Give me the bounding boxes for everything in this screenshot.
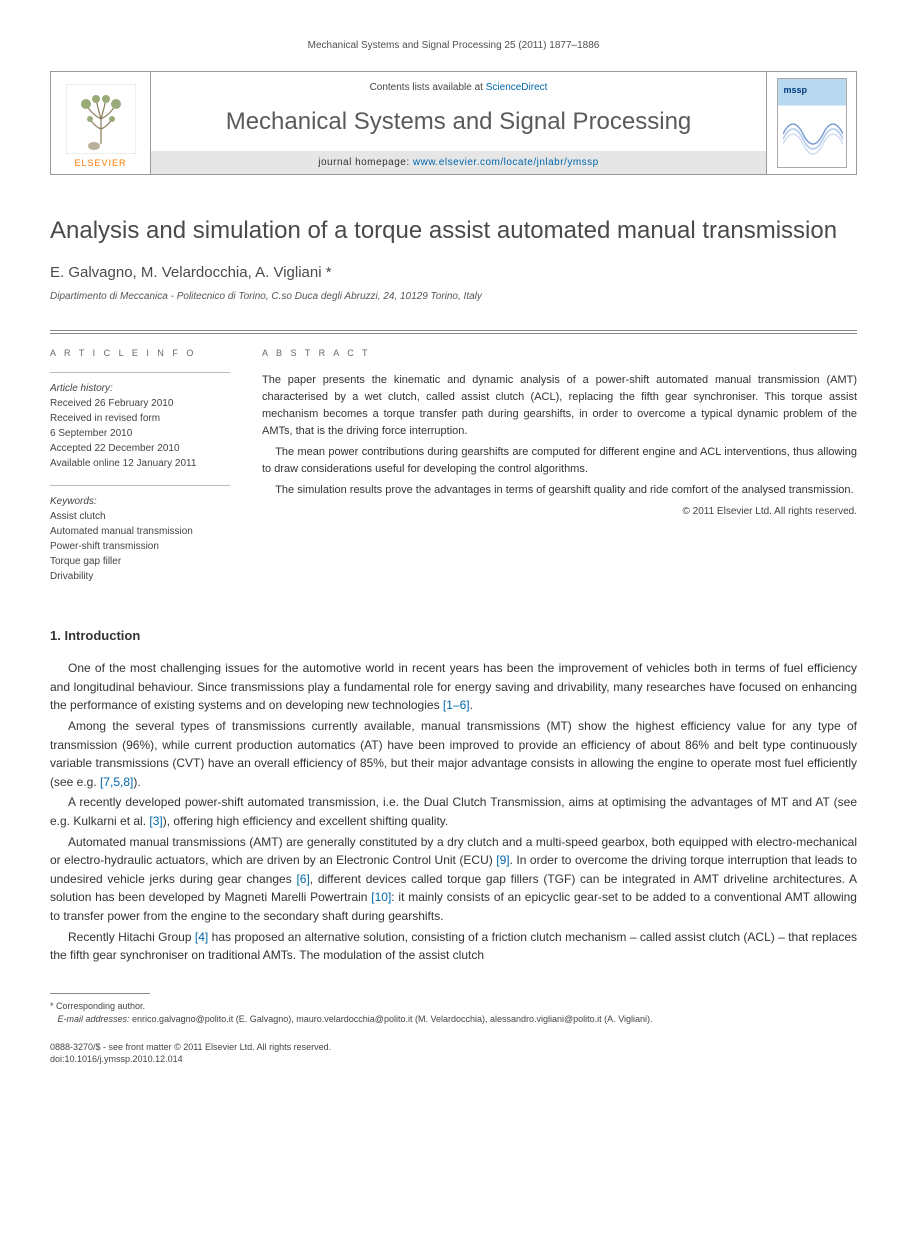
contents-prefix: Contents lists available at — [370, 82, 486, 93]
keywords-label: Keywords: — [50, 496, 97, 507]
keyword: Power-shift transmission — [50, 541, 159, 552]
emails-text: enrico.galvagno@polito.it (E. Galvagno),… — [130, 1014, 653, 1024]
running-header: Mechanical Systems and Signal Processing… — [50, 40, 857, 51]
keyword: Drivability — [50, 571, 93, 582]
citation-link[interactable]: [4] — [195, 930, 208, 944]
article-history-block: Article history: Received 26 February 20… — [50, 372, 230, 471]
abstract-copyright: © 2011 Elsevier Ltd. All rights reserved… — [262, 506, 857, 517]
footer-block: 0888-3270/$ - see front matter © 2011 El… — [50, 1041, 857, 1066]
homepage-link[interactable]: www.elsevier.com/locate/jnlabr/ymssp — [413, 157, 599, 168]
journal-cover-thumbnail: mssp — [777, 78, 847, 168]
cover-thumb-box: mssp — [766, 72, 856, 174]
citation-link[interactable]: [3] — [149, 814, 162, 828]
body-para: A recently developed power-shift automat… — [50, 793, 857, 830]
emails-label: E-mail addresses: — [58, 1014, 130, 1024]
abstract-text: The paper presents the kinematic and dyn… — [262, 372, 857, 499]
authors: E. Galvagno, M. Velardocchia, A. Viglian… — [50, 264, 857, 281]
abstract-para: The simulation results prove the advanta… — [262, 482, 857, 499]
masthead: ELSEVIER Contents lists available at Sci… — [50, 71, 857, 175]
doi-line: doi:10.1016/j.ymssp.2010.12.014 — [50, 1053, 857, 1066]
sciencedirect-link[interactable]: ScienceDirect — [486, 82, 548, 93]
article-title: Analysis and simulation of a torque assi… — [50, 215, 857, 246]
abstract-para: The paper presents the kinematic and dyn… — [262, 372, 857, 440]
body-text-span: ). — [133, 775, 140, 789]
masthead-center: Contents lists available at ScienceDirec… — [151, 72, 766, 174]
contents-line: Contents lists available at ScienceDirec… — [151, 72, 766, 99]
corresponding-author: * Corresponding author. — [50, 1000, 857, 1014]
history-line: Received 26 February 2010 — [50, 398, 173, 409]
body-para: Recently Hitachi Group [4] has proposed … — [50, 928, 857, 965]
homepage-line: journal homepage: www.elsevier.com/locat… — [151, 151, 766, 174]
body-para: One of the most challenging issues for t… — [50, 659, 857, 715]
body-para: Automated manual transmissions (AMT) are… — [50, 833, 857, 926]
history-line: Received in revised form — [50, 413, 160, 424]
article-info-column: A R T I C L E I N F O Article history: R… — [50, 333, 250, 598]
cover-wave-icon — [783, 109, 843, 159]
body-text-span: . — [470, 698, 473, 712]
citation-link[interactable]: [6] — [296, 872, 309, 886]
issn-line: 0888-3270/$ - see front matter © 2011 El… — [50, 1041, 857, 1054]
body-text-span: Among the several types of transmissions… — [50, 719, 857, 789]
abstract-label: A B S T R A C T — [262, 348, 857, 358]
abstract-para: The mean power contributions during gear… — [262, 444, 857, 478]
keywords-block: Keywords: Assist clutch Automated manual… — [50, 485, 230, 584]
cover-label: mssp — [784, 85, 808, 95]
history-line: Available online 12 January 2011 — [50, 458, 196, 469]
history-line: 6 September 2010 — [50, 428, 132, 439]
abstract-column: A B S T R A C T The paper presents the k… — [250, 333, 857, 598]
section-heading-intro: 1. Introduction — [50, 628, 857, 643]
journal-name: Mechanical Systems and Signal Processing — [151, 100, 766, 150]
citation-link[interactable]: [7,5,8] — [100, 775, 133, 789]
homepage-prefix: journal homepage: — [318, 157, 413, 168]
history-label: Article history: — [50, 383, 113, 394]
citation-link[interactable]: [10] — [371, 890, 391, 904]
keyword: Torque gap filler — [50, 556, 121, 567]
info-abstract-row: A R T I C L E I N F O Article history: R… — [50, 330, 857, 598]
body-text-span: ), offering high efficiency and excellen… — [163, 814, 449, 828]
publisher-name: ELSEVIER — [74, 158, 126, 168]
body-para: Among the several types of transmissions… — [50, 717, 857, 791]
history-line: Accepted 22 December 2010 — [50, 443, 180, 454]
footnote-block: * Corresponding author. E-mail addresses… — [50, 1000, 857, 1027]
elsevier-tree-icon — [66, 84, 136, 154]
citation-link[interactable]: [9] — [496, 853, 509, 867]
affiliation: Dipartimento di Meccanica - Politecnico … — [50, 291, 857, 302]
intro-body: One of the most challenging issues for t… — [50, 659, 857, 965]
publisher-logo-box: ELSEVIER — [51, 72, 151, 174]
keyword: Automated manual transmission — [50, 526, 193, 537]
keyword: Assist clutch — [50, 511, 106, 522]
citation-link[interactable]: [1–6] — [443, 698, 470, 712]
footnote-separator — [50, 993, 150, 994]
page: Mechanical Systems and Signal Processing… — [0, 0, 907, 1106]
emails-line: E-mail addresses: enrico.galvagno@polito… — [50, 1013, 857, 1027]
article-info-label: A R T I C L E I N F O — [50, 348, 230, 358]
body-text-span: Recently Hitachi Group — [68, 930, 195, 944]
